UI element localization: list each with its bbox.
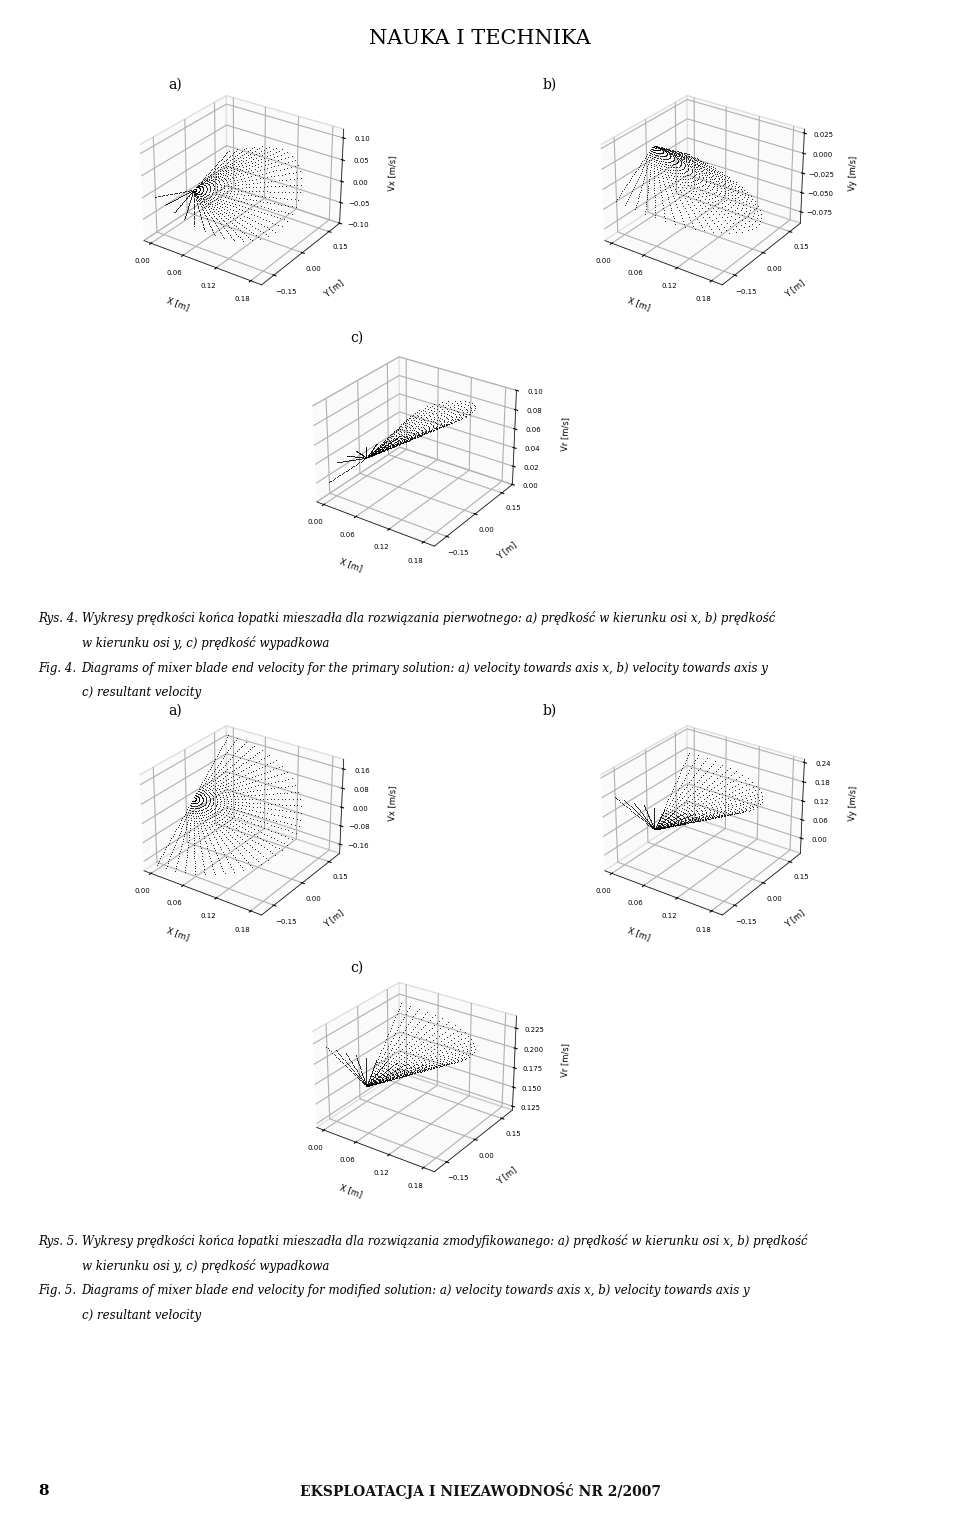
Text: c): c) <box>350 330 364 344</box>
X-axis label: X [m]: X [m] <box>166 295 190 312</box>
Text: Wykresy prędkości końca łopatki mieszadła dla rozwiązania pierwotnego: a) prędko: Wykresy prędkości końca łopatki mieszadł… <box>82 612 775 626</box>
Text: a): a) <box>168 704 181 718</box>
Text: NAUKA I TECHNIKA: NAUKA I TECHNIKA <box>370 29 590 48</box>
Text: w kierunku osi y, c) prędkość wypadkowa: w kierunku osi y, c) prędkość wypadkowa <box>82 636 329 650</box>
Text: c) resultant velocity: c) resultant velocity <box>82 686 201 699</box>
Y-axis label: Y [m]: Y [m] <box>783 278 806 300</box>
X-axis label: X [m]: X [m] <box>166 925 190 942</box>
X-axis label: X [m]: X [m] <box>339 556 363 573</box>
Text: b): b) <box>542 704 557 718</box>
Text: c) resultant velocity: c) resultant velocity <box>82 1308 201 1322</box>
Text: Diagrams of mixer blade end velocity for modified solution: a) velocity towards : Diagrams of mixer blade end velocity for… <box>82 1283 750 1297</box>
Text: c): c) <box>350 961 364 974</box>
Text: EKSPLOATACJA I NIEZAWODNOŚć NR 2/2007: EKSPLOATACJA I NIEZAWODNOŚć NR 2/2007 <box>300 1482 660 1500</box>
Y-axis label: Y [m]: Y [m] <box>323 278 346 300</box>
Text: a): a) <box>168 78 181 92</box>
Text: Fig. 4.: Fig. 4. <box>38 661 77 675</box>
X-axis label: X [m]: X [m] <box>627 925 651 942</box>
Text: 8: 8 <box>38 1483 49 1499</box>
Text: Rys. 5.: Rys. 5. <box>38 1234 79 1248</box>
Text: Fig. 5.: Fig. 5. <box>38 1283 77 1297</box>
Y-axis label: Y [m]: Y [m] <box>323 908 346 930</box>
Text: Rys. 4.: Rys. 4. <box>38 612 79 626</box>
Y-axis label: Y [m]: Y [m] <box>495 1165 518 1187</box>
X-axis label: X [m]: X [m] <box>627 295 651 312</box>
Text: w kierunku osi y, c) prędkość wypadkowa: w kierunku osi y, c) prędkość wypadkowa <box>82 1259 329 1273</box>
Y-axis label: Y [m]: Y [m] <box>495 539 518 561</box>
X-axis label: X [m]: X [m] <box>339 1182 363 1199</box>
Text: b): b) <box>542 78 557 92</box>
Text: Wykresy prędkości końca łopatki mieszadła dla rozwiązania zmodyfikowanego: a) pr: Wykresy prędkości końca łopatki mieszadł… <box>82 1234 807 1248</box>
Text: Diagrams of mixer blade end velocity for the primary solution: a) velocity towar: Diagrams of mixer blade end velocity for… <box>82 661 768 675</box>
Y-axis label: Y [m]: Y [m] <box>783 908 806 930</box>
